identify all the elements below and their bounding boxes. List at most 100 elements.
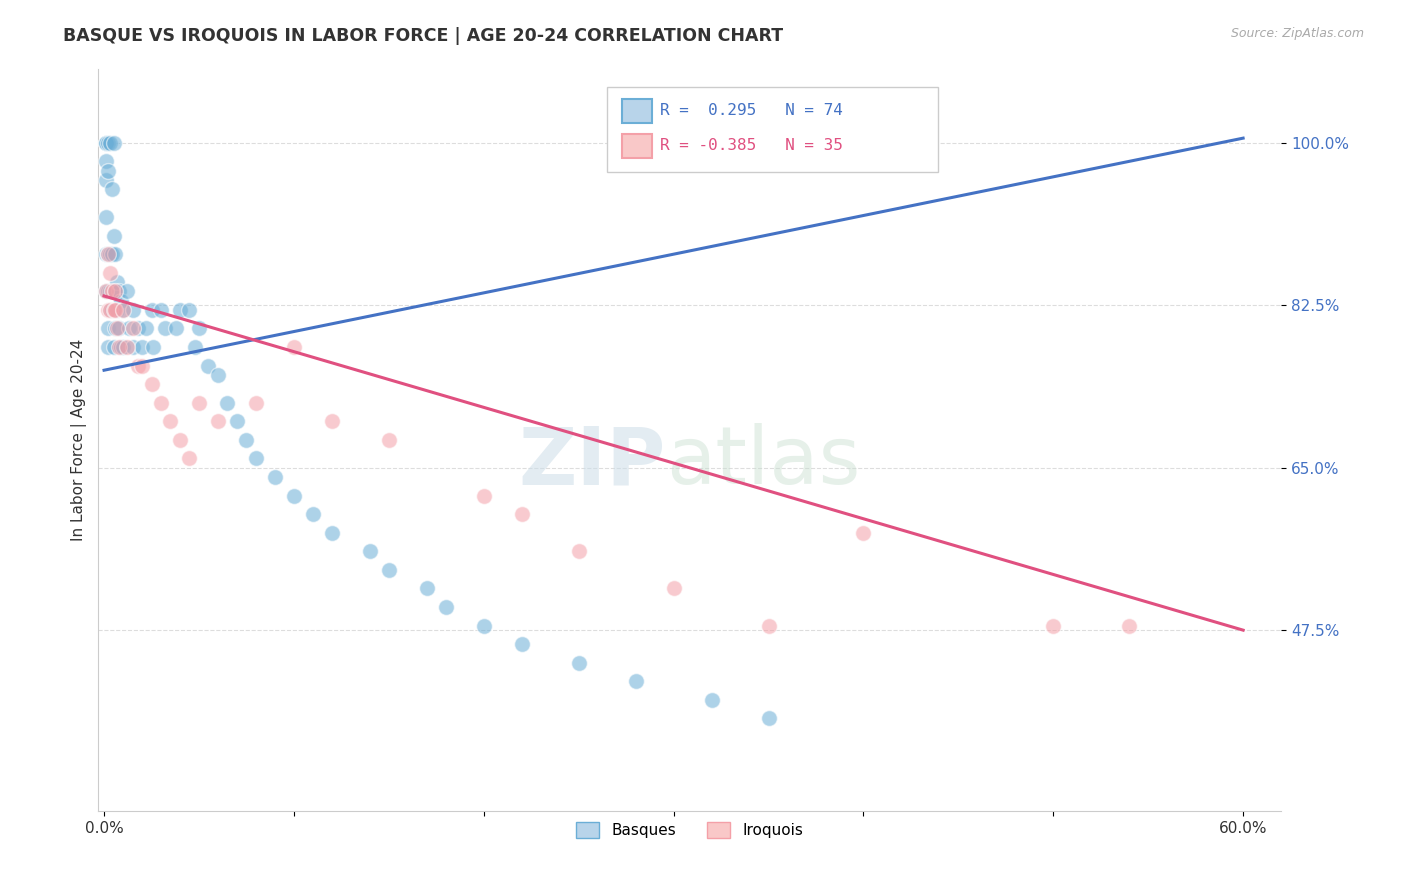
Text: ZIP: ZIP xyxy=(519,423,666,501)
Point xyxy=(302,507,325,521)
Point xyxy=(283,340,305,354)
Point xyxy=(150,302,173,317)
Point xyxy=(103,302,125,317)
Point xyxy=(197,359,219,373)
Point xyxy=(100,285,122,299)
Point xyxy=(98,285,121,299)
Point xyxy=(121,302,143,317)
Point xyxy=(472,618,495,632)
Point xyxy=(179,302,201,317)
Point xyxy=(97,163,120,178)
Point xyxy=(434,599,457,614)
Point xyxy=(217,395,239,409)
Point xyxy=(104,285,127,299)
Point xyxy=(97,302,120,317)
Point xyxy=(115,340,138,354)
Point xyxy=(98,247,121,261)
Point xyxy=(378,563,401,577)
Point xyxy=(758,711,780,725)
Point xyxy=(94,136,117,150)
Point xyxy=(104,321,127,335)
Point xyxy=(378,433,401,447)
Point xyxy=(108,285,131,299)
Point xyxy=(98,302,121,317)
Point xyxy=(159,414,181,428)
Point xyxy=(97,321,120,335)
Point xyxy=(245,395,267,409)
Point xyxy=(118,321,141,335)
Point xyxy=(207,368,229,382)
Point xyxy=(188,395,211,409)
Point xyxy=(110,293,132,308)
Point xyxy=(510,637,533,651)
Text: atlas: atlas xyxy=(666,423,860,501)
Point xyxy=(121,321,143,335)
Point xyxy=(184,340,207,354)
Point xyxy=(568,544,591,558)
Point xyxy=(179,451,201,466)
Point xyxy=(758,618,780,632)
Point xyxy=(98,302,121,317)
Point xyxy=(165,321,187,335)
Point xyxy=(94,136,117,150)
Point xyxy=(169,433,191,447)
Point xyxy=(103,340,125,354)
Point xyxy=(94,136,117,150)
Point xyxy=(226,414,249,428)
Point xyxy=(94,285,117,299)
Point xyxy=(321,525,343,540)
Point xyxy=(662,582,685,596)
Point xyxy=(568,656,591,670)
Point xyxy=(624,674,647,689)
Text: BASQUE VS IROQUOIS IN LABOR FORCE | AGE 20-24 CORRELATION CHART: BASQUE VS IROQUOIS IN LABOR FORCE | AGE … xyxy=(63,27,783,45)
Point xyxy=(235,433,257,447)
Point xyxy=(105,275,128,289)
Point xyxy=(97,285,120,299)
Y-axis label: In Labor Force | Age 20-24: In Labor Force | Age 20-24 xyxy=(72,339,87,541)
Text: R = -0.385   N = 35: R = -0.385 N = 35 xyxy=(661,137,844,153)
Point xyxy=(142,340,165,354)
Point xyxy=(127,359,149,373)
Point xyxy=(112,302,135,317)
Point xyxy=(94,210,117,224)
Point xyxy=(283,489,305,503)
Point xyxy=(104,285,127,299)
Point xyxy=(98,266,121,280)
Point xyxy=(188,321,211,335)
Point xyxy=(100,302,122,317)
Legend: Basques, Iroquois: Basques, Iroquois xyxy=(571,816,808,845)
Point xyxy=(207,414,229,428)
Point xyxy=(97,136,120,150)
Point xyxy=(108,321,131,335)
Point xyxy=(103,228,125,243)
Point xyxy=(127,321,149,335)
Point xyxy=(100,247,122,261)
Point xyxy=(416,582,439,596)
Point xyxy=(97,247,120,261)
Point xyxy=(131,340,153,354)
Point xyxy=(105,302,128,317)
Point xyxy=(135,321,157,335)
Point xyxy=(321,414,343,428)
Point xyxy=(103,136,125,150)
Text: R =  0.295   N = 74: R = 0.295 N = 74 xyxy=(661,103,844,118)
Point xyxy=(94,247,117,261)
Point xyxy=(264,470,287,484)
Point xyxy=(121,340,143,354)
Point xyxy=(94,285,117,299)
Point xyxy=(153,321,176,335)
Point xyxy=(131,359,153,373)
Point xyxy=(103,285,125,299)
Point xyxy=(150,395,173,409)
Point xyxy=(852,525,875,540)
Point xyxy=(112,302,135,317)
Point xyxy=(100,182,122,196)
Point xyxy=(1042,618,1064,632)
Point xyxy=(115,285,138,299)
Point xyxy=(108,340,131,354)
Point xyxy=(94,154,117,169)
Point xyxy=(1118,618,1140,632)
Point xyxy=(700,693,723,707)
Point xyxy=(97,340,120,354)
Point xyxy=(104,247,127,261)
